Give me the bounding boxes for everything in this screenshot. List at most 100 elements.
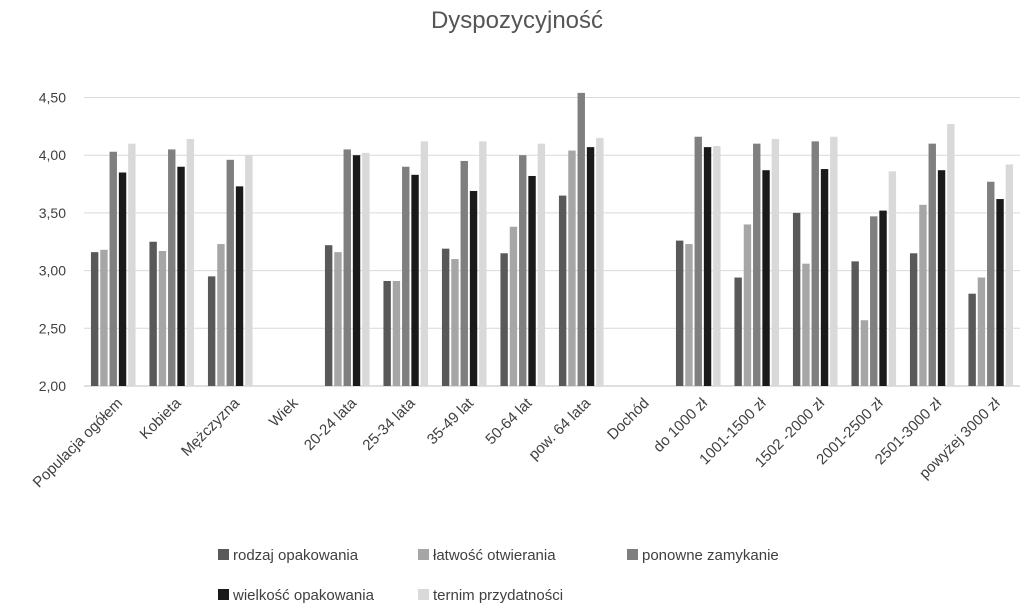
bars — [90, 92, 1014, 387]
legend: rodzaj opakowania łatwość otwierania ponow… — [218, 547, 779, 604]
chart-title: Dyspozycyjność — [431, 7, 603, 34]
bar-4-13 — [820, 169, 829, 386]
bar-4-8 — [528, 175, 536, 386]
bar-2-6 — [392, 280, 401, 386]
bar-3-12 — [753, 143, 761, 386]
bar-4-12 — [762, 170, 770, 386]
legend-label: wielkość opakowania — [232, 587, 375, 604]
bar-4-2 — [177, 166, 185, 386]
legend-label: ponowne zamykanie — [642, 547, 779, 564]
y-tick-label: 3,00 — [39, 263, 66, 279]
y-tick-label: 4,00 — [39, 147, 66, 163]
legend-swatch — [418, 549, 429, 560]
x-tick-label: do 1000 zł — [650, 394, 711, 455]
legend-label: łatwość otwierania — [433, 547, 556, 564]
bar-3-14 — [870, 216, 878, 386]
bar-5-8 — [537, 143, 546, 386]
bar-5-2 — [186, 139, 195, 386]
x-tick-label: Mężczyzna — [178, 394, 244, 460]
bar-2-9 — [568, 150, 576, 386]
bar-5-7 — [479, 141, 487, 386]
legend-swatch — [218, 549, 229, 560]
bar-2-3 — [217, 244, 225, 386]
x-tick-label: Populacja ogółem — [30, 395, 126, 491]
bar-4-6 — [411, 174, 419, 386]
bar-2-1 — [100, 249, 108, 386]
bar-1-6 — [383, 280, 391, 386]
bar-1-14 — [851, 261, 859, 386]
bar-5-6 — [420, 141, 429, 386]
bar-3-9 — [577, 92, 585, 386]
bar-2-8 — [509, 226, 518, 386]
bar-2-5 — [334, 252, 342, 386]
x-tick-label: 35-49 lat — [424, 394, 478, 448]
legend-swatch — [218, 589, 229, 600]
bar-4-3 — [235, 186, 244, 386]
y-tick-label: 4,50 — [39, 90, 66, 106]
bar-5-16 — [1005, 164, 1014, 386]
bar-2-14 — [860, 320, 869, 386]
bar-2-16 — [977, 277, 986, 386]
bar-5-5 — [362, 152, 370, 386]
legend-swatch — [627, 549, 638, 560]
bar-1-12 — [734, 277, 742, 386]
bar-5-13 — [830, 136, 838, 386]
bar-3-5 — [343, 149, 351, 386]
bar-5-11 — [713, 145, 721, 386]
x-tick-label: 25-34 lata — [359, 394, 419, 454]
bar-4-11 — [703, 147, 712, 386]
bar-4-7 — [469, 190, 478, 386]
bar-3-13 — [811, 141, 819, 386]
y-tick-label: 2,00 — [39, 378, 66, 394]
bar-5-12 — [771, 139, 780, 386]
y-axis: 2,00 2,50 3,00 3,50 4,00 4,50 — [39, 90, 66, 395]
bar-2-12 — [743, 224, 752, 386]
x-tick-label: Dochód — [604, 395, 653, 444]
bar-3-2 — [168, 149, 176, 386]
x-tick-label: pow. 64 lata — [525, 394, 594, 463]
bar-4-1 — [118, 172, 127, 386]
bar-4-14 — [879, 210, 887, 386]
bar-1-7 — [441, 248, 450, 386]
bar-5-15 — [947, 124, 955, 387]
x-tick-label: Wiek — [266, 394, 302, 430]
x-tick-label: 20-24 lata — [301, 394, 361, 454]
bar-4-15 — [937, 170, 946, 386]
bar-2-11 — [685, 244, 693, 386]
bar-2-15 — [919, 204, 927, 386]
bar-3-3 — [226, 159, 234, 386]
bar-5-14 — [888, 171, 897, 386]
bar-1-2 — [149, 241, 157, 386]
bar-1-11 — [675, 240, 684, 386]
y-tick-label: 2,50 — [39, 320, 66, 336]
bar-4-9 — [586, 147, 595, 386]
y-tick-label: 3,50 — [39, 205, 66, 221]
bar-5-9 — [596, 137, 604, 386]
bar-1-16 — [968, 293, 976, 386]
bar-2-7 — [451, 259, 459, 386]
bar-5-1 — [128, 143, 136, 386]
bar-3-6 — [402, 166, 410, 386]
bar-3-1 — [109, 151, 117, 386]
bar-3-8 — [519, 155, 527, 386]
legend-label: ternim przydatności — [433, 587, 563, 604]
bar-1-1 — [90, 252, 99, 386]
bar-1-9 — [558, 195, 567, 386]
bar-3-16 — [987, 181, 995, 386]
x-tick-label: Kobieta — [137, 394, 185, 442]
bar-4-16 — [996, 199, 1004, 386]
bar-3-15 — [928, 143, 936, 386]
bar-1-8 — [500, 253, 508, 386]
bar-2-13 — [802, 263, 810, 386]
bar-2-2 — [158, 250, 167, 386]
bar-1-15 — [909, 253, 918, 386]
bar-3-11 — [694, 136, 702, 386]
bar-4-5 — [352, 155, 361, 386]
legend-label: rodzaj opakowania — [233, 547, 359, 564]
bar-1-5 — [324, 245, 333, 386]
x-tick-label: 50-64 lat — [482, 394, 536, 448]
bar-1-13 — [792, 212, 801, 386]
legend-swatch — [418, 589, 429, 600]
